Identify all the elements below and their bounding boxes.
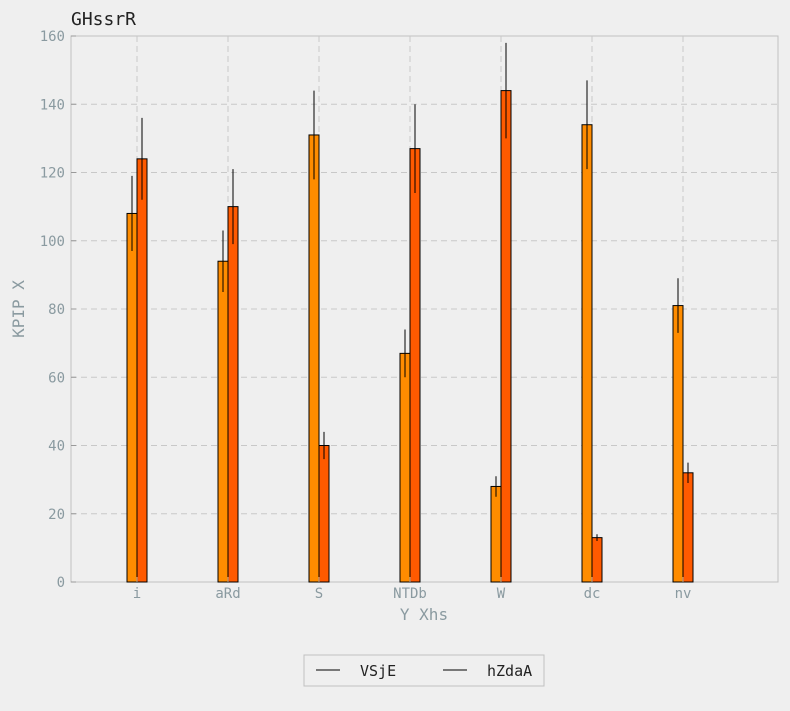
chart-title: GHssrR bbox=[71, 9, 136, 30]
y-tick-label: 100 bbox=[40, 234, 65, 250]
legend: VSjE hZdaA bbox=[303, 654, 545, 687]
bar-series-1 bbox=[126, 212, 138, 583]
bar-series-2 bbox=[227, 206, 239, 583]
legend-label-series-1: VSjE bbox=[360, 662, 396, 680]
y-tick-label: 160 bbox=[40, 29, 65, 45]
y-axis-ticks: 0 20 40 60 80 100 120 140 160 bbox=[40, 29, 76, 591]
bar-series-2 bbox=[682, 472, 694, 583]
legend-box bbox=[303, 654, 545, 687]
bar-series-2 bbox=[136, 158, 148, 583]
bar-series-1 bbox=[581, 124, 593, 583]
bar-series-2 bbox=[409, 148, 421, 583]
bar-series-1 bbox=[490, 485, 502, 583]
x-tick-label: dc bbox=[584, 586, 601, 602]
bar-series-1 bbox=[399, 352, 411, 583]
bar-series-2 bbox=[318, 445, 330, 583]
y-tick-label: 80 bbox=[48, 302, 65, 318]
bar-series-1 bbox=[672, 305, 684, 583]
x-tick-label: S bbox=[315, 586, 323, 602]
error-bars bbox=[131, 42, 689, 542]
bar-series-1 bbox=[217, 260, 229, 583]
y-tick-label: 140 bbox=[40, 97, 65, 113]
y-tick-label: 40 bbox=[48, 439, 65, 455]
legend-label-series-2: hZdaA bbox=[487, 662, 532, 680]
y-tick-label: 0 bbox=[57, 575, 65, 591]
y-axis-label: KPIP X bbox=[9, 280, 28, 338]
x-tick-label: i bbox=[133, 586, 141, 602]
x-tick-label: nv bbox=[675, 586, 692, 602]
bars bbox=[126, 90, 694, 583]
x-tick-label: W bbox=[497, 586, 506, 602]
x-tick-label: aRd bbox=[215, 586, 240, 602]
y-tick-label: 120 bbox=[40, 166, 65, 182]
y-tick-label: 60 bbox=[48, 370, 65, 386]
bar-series-2 bbox=[500, 90, 512, 583]
y-tick-label: 20 bbox=[48, 507, 65, 523]
bar-series-1 bbox=[308, 134, 320, 583]
x-tick-label: NTDb bbox=[393, 586, 427, 602]
x-axis-label: Y Xhs bbox=[400, 605, 448, 624]
bar-series-2 bbox=[591, 537, 603, 583]
